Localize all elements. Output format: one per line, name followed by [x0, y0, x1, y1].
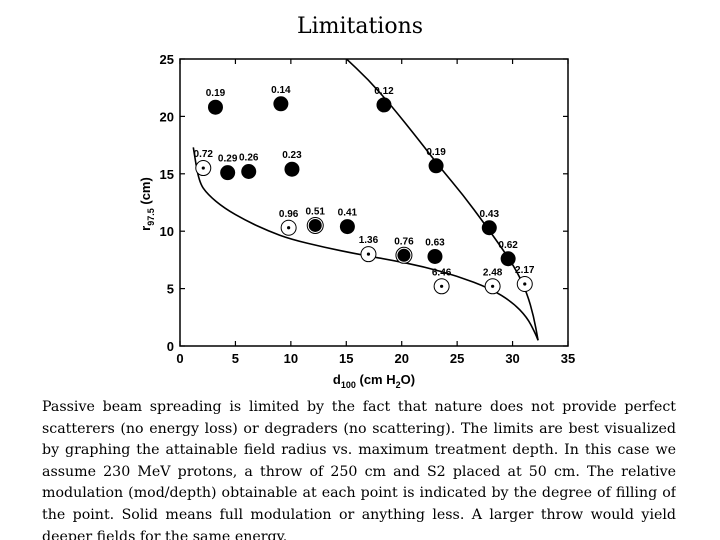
data-point-center	[287, 226, 291, 230]
data-point-center	[201, 166, 205, 170]
x-axis-label: d100 (cm H2O)	[333, 372, 415, 390]
data-point-center	[523, 282, 527, 286]
data-point	[427, 248, 443, 264]
data-point	[273, 96, 289, 112]
data-point	[481, 220, 497, 236]
x-tick-label: 30	[505, 351, 519, 366]
y-tick-label: 20	[160, 109, 174, 124]
lower-limit-curve	[192, 147, 539, 341]
data-point-fill	[308, 218, 322, 232]
data-point	[339, 219, 355, 235]
data-label: 0.26	[239, 153, 259, 164]
data-label: 0.72	[194, 149, 214, 160]
data-label: 0.19	[426, 147, 446, 158]
data-label: 0.43	[480, 209, 500, 220]
data-point	[207, 99, 223, 115]
x-tick-label: 5	[232, 351, 239, 366]
x-tick-label: 0	[176, 351, 183, 366]
y-tick-label: 25	[160, 52, 174, 67]
x-tick-label: 20	[394, 351, 408, 366]
x-axis: 0 5 10 15 20 25 30 35	[176, 59, 575, 366]
data-label: 6.46	[432, 267, 452, 278]
x-tick-label: 25	[450, 351, 464, 366]
y-tick-label: 10	[160, 224, 174, 239]
data-points: 0.19 0.14 0.12 0.72 0.29 0.26 0.23 0.19 0.96 0.51…	[194, 85, 535, 295]
data-label: 0.23	[282, 150, 302, 161]
data-point	[376, 97, 392, 113]
data-label: 0.63	[425, 237, 445, 248]
data-label: 0.51	[306, 206, 326, 217]
x-tick-label: 15	[339, 351, 353, 366]
data-label: 0.12	[374, 86, 394, 97]
data-point-center	[366, 252, 371, 256]
x-tick-label: 10	[284, 351, 298, 366]
data-point-fill	[397, 248, 411, 262]
data-label: 1.36	[359, 235, 379, 246]
x-tick-label: 35	[561, 351, 575, 366]
data-label: 0.96	[279, 209, 299, 220]
slide-title: Limitations	[296, 14, 424, 39]
y-tick-label: 15	[160, 167, 174, 182]
data-label: 0.41	[338, 208, 358, 219]
y-axis: 0 5 10 15 20 25	[160, 52, 568, 354]
data-label: 0.29	[218, 154, 238, 165]
data-label: 0.62	[498, 240, 518, 251]
y-tick-label: 5	[167, 282, 174, 297]
slide-description: Passive beam spreading is limited by the…	[42, 399, 676, 540]
data-label: 0.14	[271, 85, 291, 96]
plot-area	[179, 58, 569, 347]
data-label: 2.17	[515, 265, 535, 276]
data-point-center	[440, 284, 444, 288]
y-tick-label: 0	[167, 339, 174, 354]
data-label: 0.19	[206, 88, 226, 99]
data-point	[428, 158, 444, 174]
data-point	[220, 165, 236, 181]
y-axis-label: r97.5 (cm)	[138, 177, 156, 231]
data-point	[241, 164, 257, 180]
data-label: 0.76	[394, 236, 414, 247]
data-point-center	[491, 284, 495, 288]
data-point	[500, 251, 516, 267]
data-label: 2.48	[483, 267, 503, 278]
data-point	[284, 161, 300, 177]
